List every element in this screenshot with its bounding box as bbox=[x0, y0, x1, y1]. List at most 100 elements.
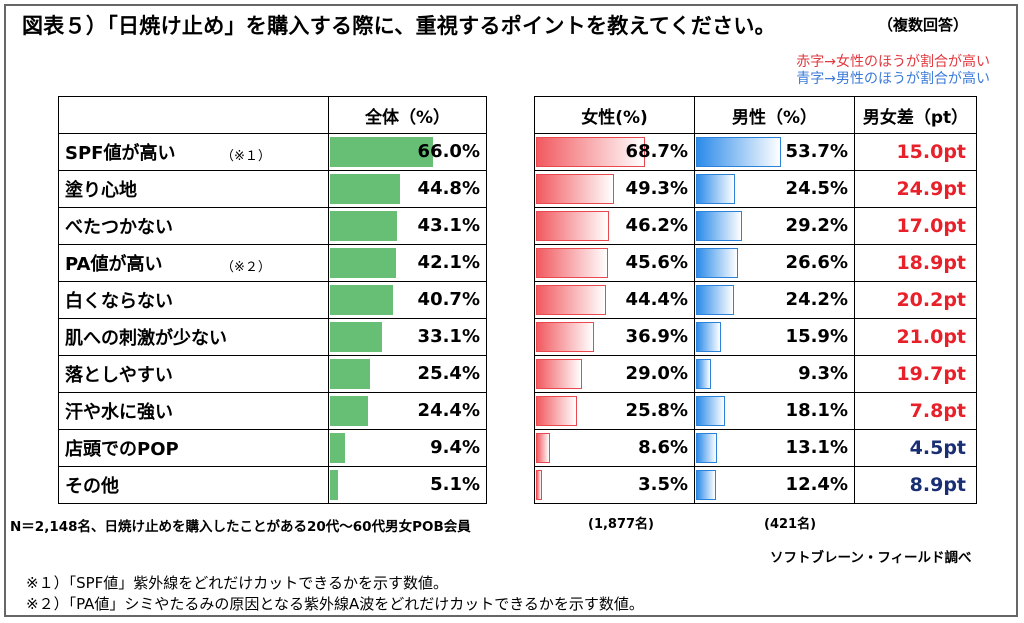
category-label: SPF値が高い bbox=[65, 143, 176, 164]
male-value-label: 13.1% bbox=[785, 437, 848, 458]
total-value-label: 40.7% bbox=[417, 289, 480, 310]
male-cell: 13.1% bbox=[694, 429, 855, 467]
total-bar bbox=[330, 211, 398, 241]
male-value-label: 24.5% bbox=[785, 178, 848, 199]
total-cell: 43.1% bbox=[328, 207, 487, 245]
table-row: 49.3% 24.5% 24.9pt bbox=[534, 170, 977, 208]
gender-table: 女性(%) 男性（%） 男女差（pt） 68.7% 53.7% 15.0pt 49.3… bbox=[534, 96, 977, 504]
male-bar bbox=[696, 137, 781, 167]
diff-value: 8.9pt bbox=[854, 466, 977, 504]
male-value-label: 53.7% bbox=[785, 141, 848, 162]
table-row: 落としやすい 25.4% bbox=[58, 355, 487, 393]
footnote-2: ※２）「PA値」シミやたるみの原因となる紫外線A波をどれだけカットできるかを示す… bbox=[26, 595, 644, 613]
female-cell: 25.8% bbox=[534, 392, 695, 430]
total-cell: 66.0% bbox=[328, 133, 487, 171]
category-label: 白くならない bbox=[65, 291, 173, 312]
male-bar bbox=[696, 433, 717, 463]
male-cell: 53.7% bbox=[694, 133, 855, 171]
male-cell: 9.3% bbox=[694, 355, 855, 393]
table-row: SPF値が高い （※１） 66.0% bbox=[58, 133, 487, 171]
female-bar bbox=[536, 285, 607, 315]
category-cell: べたつかない bbox=[58, 207, 329, 245]
female-value-label: 68.7% bbox=[625, 141, 688, 162]
male-header: 男性（%） bbox=[694, 96, 855, 134]
category-cell: 肌への刺激が少ない bbox=[58, 318, 329, 356]
male-bar bbox=[696, 211, 743, 241]
source-note: ソフトブレーン・フィールド調べ bbox=[770, 550, 972, 566]
total-bar bbox=[330, 322, 382, 352]
male-bar bbox=[696, 359, 711, 389]
category-label: べたつかない bbox=[65, 217, 173, 238]
table-row: 肌への刺激が少ない 33.1% bbox=[58, 318, 487, 356]
table-row: 汗や水に強い 24.4% bbox=[58, 392, 487, 430]
female-value-label: 44.4% bbox=[625, 289, 688, 310]
table-row: 25.8% 18.1% 7.8pt bbox=[534, 392, 977, 430]
table-row: 36.9% 15.9% 21.0pt bbox=[534, 318, 977, 356]
female-bar bbox=[536, 137, 645, 167]
category-cell: PA値が高い （※２） bbox=[58, 244, 329, 282]
table-row: その他 5.1% bbox=[58, 466, 487, 504]
male-sample-size: (421名) bbox=[764, 517, 817, 532]
total-cell: 33.1% bbox=[328, 318, 487, 356]
category-header-cell bbox=[58, 96, 329, 134]
figure-frame bbox=[4, 4, 1018, 617]
table-row: PA値が高い （※２） 42.1% bbox=[58, 244, 487, 282]
male-bar bbox=[696, 322, 722, 352]
table-row: べたつかない 43.1% bbox=[58, 207, 487, 245]
category-note: （※１） bbox=[221, 149, 271, 164]
total-cell: 44.8% bbox=[328, 170, 487, 208]
diff-value: 17.0pt bbox=[854, 207, 977, 245]
diff-header: 男女差（pt） bbox=[854, 96, 977, 134]
female-value-label: 49.3% bbox=[625, 178, 688, 199]
total-cell: 5.1% bbox=[328, 466, 487, 504]
female-value-label: 29.0% bbox=[625, 363, 688, 384]
table-row: 塗り心地 44.8% bbox=[58, 170, 487, 208]
female-cell: 3.5% bbox=[534, 466, 695, 504]
male-bar bbox=[696, 396, 725, 426]
diff-value: 18.9pt bbox=[854, 244, 977, 282]
diff-value: 20.2pt bbox=[854, 281, 977, 319]
total-bar bbox=[330, 470, 338, 500]
total-value-label: 9.4% bbox=[430, 437, 480, 458]
total-bar bbox=[330, 248, 396, 278]
female-cell: 49.3% bbox=[534, 170, 695, 208]
table-row: 3.5% 12.4% 8.9pt bbox=[534, 466, 977, 504]
female-bar bbox=[536, 248, 609, 278]
table-row: 46.2% 29.2% 17.0pt bbox=[534, 207, 977, 245]
male-value-label: 12.4% bbox=[785, 474, 848, 495]
diff-value: 7.8pt bbox=[854, 392, 977, 430]
male-cell: 15.9% bbox=[694, 318, 855, 356]
female-cell: 36.9% bbox=[534, 318, 695, 356]
category-cell: 塗り心地 bbox=[58, 170, 329, 208]
male-value-label: 18.1% bbox=[785, 400, 848, 421]
sample-note: N＝2,148名、日焼け止めを購入したことがある20代～60代男女POB会員 bbox=[10, 519, 471, 535]
total-cell: 40.7% bbox=[328, 281, 487, 319]
chart-title: 図表５）「日焼け止め」を購入する際に、重視するポイントを教えてください。 bbox=[22, 14, 776, 38]
female-cell: 8.6% bbox=[534, 429, 695, 467]
male-value-label: 15.9% bbox=[785, 326, 848, 347]
category-label: 肌への刺激が少ない bbox=[65, 328, 227, 349]
female-bar bbox=[536, 433, 550, 463]
total-header: 全体（%） bbox=[328, 96, 487, 134]
total-value-label: 33.1% bbox=[417, 326, 480, 347]
total-value-label: 42.1% bbox=[417, 252, 480, 273]
total-value-label: 5.1% bbox=[430, 474, 480, 495]
total-bar bbox=[330, 137, 433, 167]
category-label: 汗や水に強い bbox=[65, 402, 173, 423]
category-cell: 汗や水に強い bbox=[58, 392, 329, 430]
table-row: 44.4% 24.2% 20.2pt bbox=[534, 281, 977, 319]
male-cell: 12.4% bbox=[694, 466, 855, 504]
male-cell: 24.5% bbox=[694, 170, 855, 208]
category-cell: 店頭でのPOP bbox=[58, 429, 329, 467]
female-value-label: 25.8% bbox=[625, 400, 688, 421]
total-cell: 25.4% bbox=[328, 355, 487, 393]
female-value-label: 46.2% bbox=[625, 215, 688, 236]
female-cell: 44.4% bbox=[534, 281, 695, 319]
total-bar bbox=[330, 433, 345, 463]
female-header: 女性(%) bbox=[534, 96, 695, 134]
category-label: 塗り心地 bbox=[65, 180, 137, 201]
total-bar bbox=[330, 285, 394, 315]
category-label: その他 bbox=[65, 476, 119, 497]
male-bar bbox=[696, 248, 739, 278]
title-note: （複数回答） bbox=[878, 16, 969, 34]
